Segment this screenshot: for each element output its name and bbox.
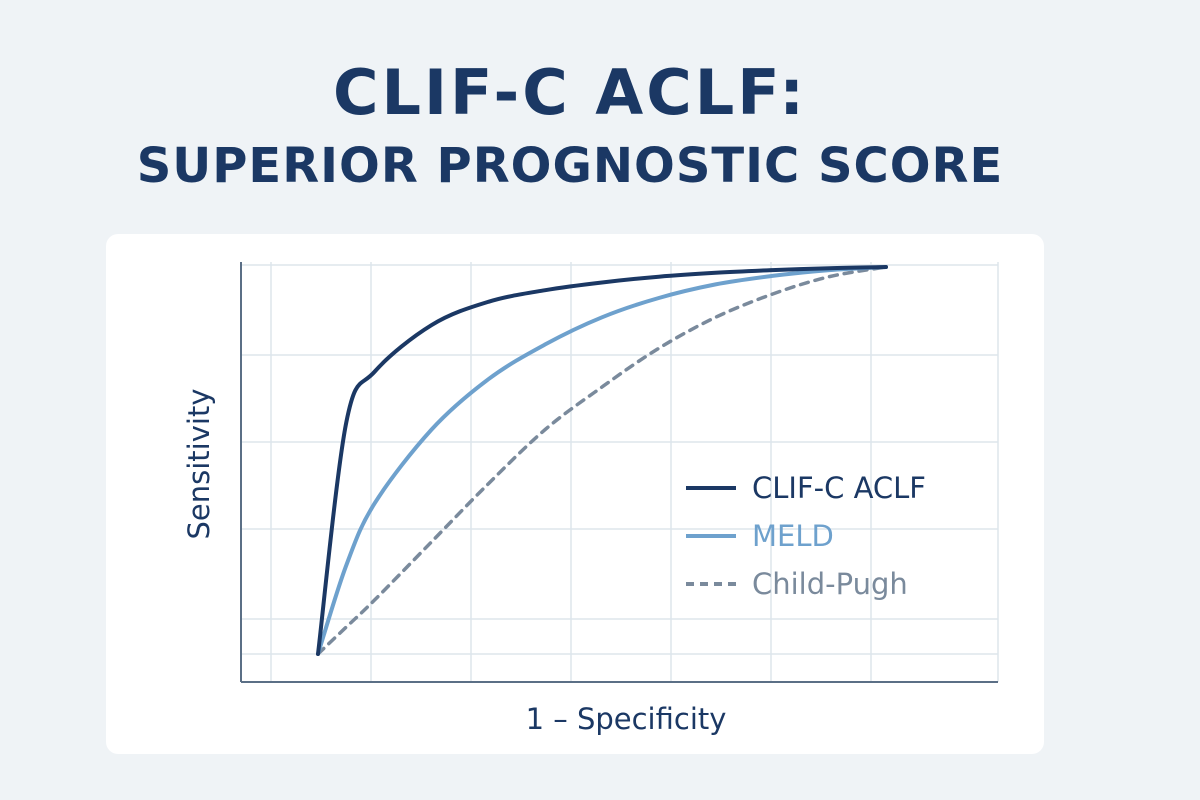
series-group <box>316 265 888 656</box>
roc-chart: Sensitivity 1 – Specificity CLIF-C ACLF M… <box>182 262 999 736</box>
x-axis-label: 1 – Specificity <box>526 702 727 736</box>
chart-subtitle: SUPERIOR PROGNOSTIC SCORE <box>136 138 1004 194</box>
legend-label-meld: MELD <box>752 519 834 553</box>
chart-card: Sensitivity 1 – Specificity CLIF-C ACLF M… <box>106 234 1044 754</box>
series-line-meld <box>316 265 888 656</box>
legend-label-clif-c-aclf: CLIF-C ACLF <box>752 471 926 505</box>
legend-label-child-pugh: Child-Pugh <box>752 567 908 601</box>
series-line-child-pugh <box>316 265 888 656</box>
legend: CLIF-C ACLF MELD Child-Pugh <box>686 471 926 601</box>
y-axis-label: Sensitivity <box>182 389 216 540</box>
grid <box>241 262 999 682</box>
series-line-clif-c-aclf <box>316 265 888 656</box>
chart-title: CLIF-C ACLF: <box>332 56 808 129</box>
